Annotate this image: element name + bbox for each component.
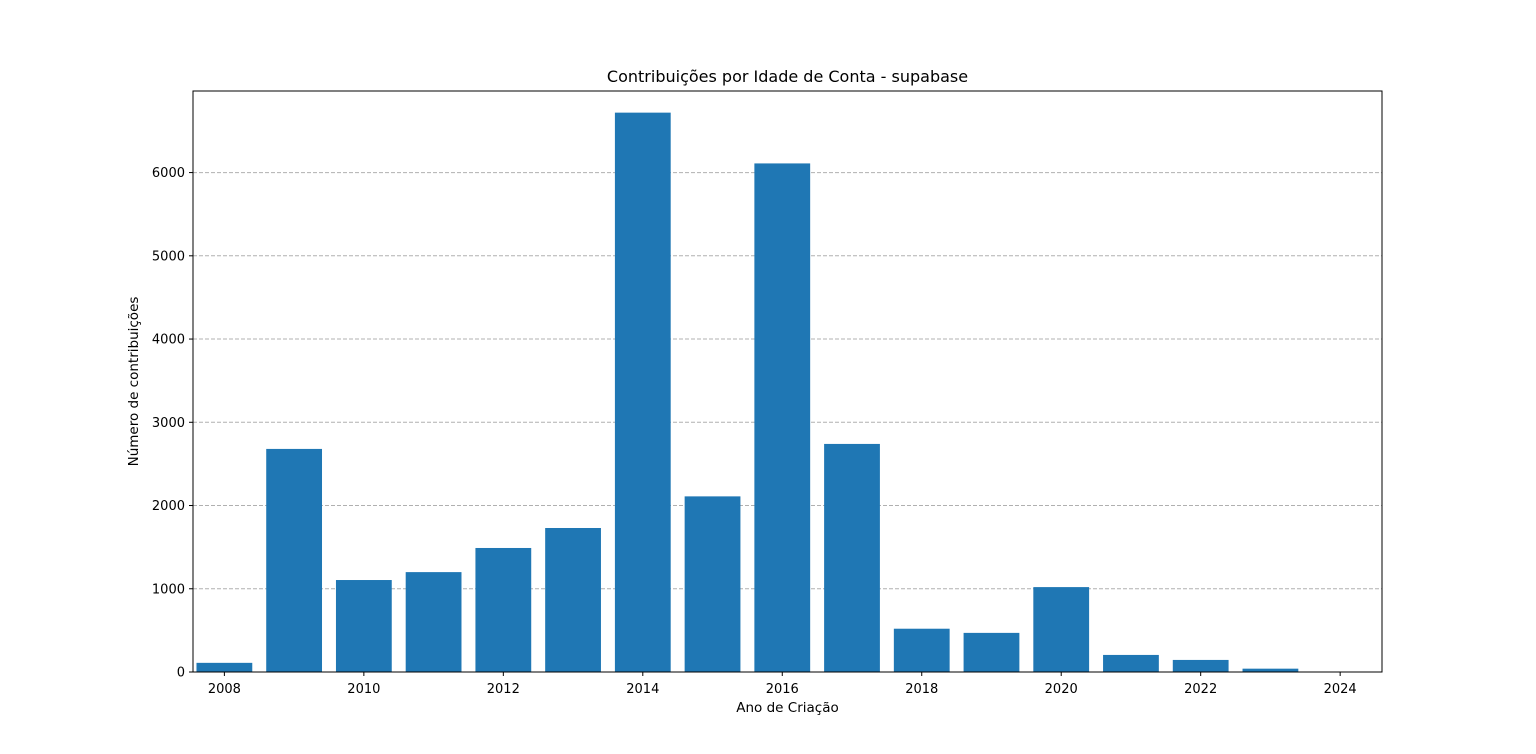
bar-2016	[754, 163, 811, 672]
bar-2010	[335, 580, 392, 672]
bar-2009	[266, 448, 323, 672]
plot-frame	[192, 90, 1383, 673]
bar-2017	[824, 443, 880, 672]
y-tick-label-3000: 3000	[152, 416, 185, 431]
x-tick-label-2014: 2014	[626, 682, 659, 697]
bar-2019	[963, 632, 1020, 672]
x-tick-label-2016: 2016	[766, 682, 799, 697]
y-tick-label-2000: 2000	[152, 499, 185, 514]
x-tick-label-2008: 2008	[208, 682, 241, 697]
y-axis-label: Número de contribuições	[126, 297, 142, 467]
y-tick-label-5000: 5000	[152, 249, 185, 264]
ticks-layer: 0 1000 2000 3000 4000 5000 6000 2008 2010 2012 201…	[152, 166, 1357, 697]
bar-2011	[405, 572, 462, 672]
x-tick-label-2022: 2022	[1184, 682, 1217, 697]
x-tick-label-2018: 2018	[905, 682, 938, 697]
bar-2012	[475, 547, 532, 672]
bar-2013	[545, 527, 601, 672]
x-tick-label-2010: 2010	[347, 682, 380, 697]
bars-layer	[196, 112, 1369, 672]
bar-2014	[614, 112, 671, 672]
x-axis-label: Ano de Criação	[736, 700, 838, 716]
x-tick-label-2020: 2020	[1045, 682, 1078, 697]
bar-2018	[893, 628, 950, 672]
y-tick-label-1000: 1000	[152, 582, 185, 597]
bar-2015	[684, 496, 741, 672]
bar-2008	[196, 662, 253, 672]
chart-title: Contribuições por Idade de Conta - supab…	[607, 67, 968, 86]
bar-2022	[1172, 659, 1229, 672]
bar-2021	[1103, 654, 1159, 672]
x-tick-label-2012: 2012	[487, 682, 520, 697]
y-tick-label-0: 0	[177, 666, 185, 681]
bar-2023	[1242, 668, 1299, 672]
x-tick-label-2024: 2024	[1324, 682, 1357, 697]
y-tick-label-4000: 4000	[152, 333, 185, 348]
bar-2020	[1033, 587, 1090, 672]
y-tick-label-6000: 6000	[152, 166, 185, 181]
